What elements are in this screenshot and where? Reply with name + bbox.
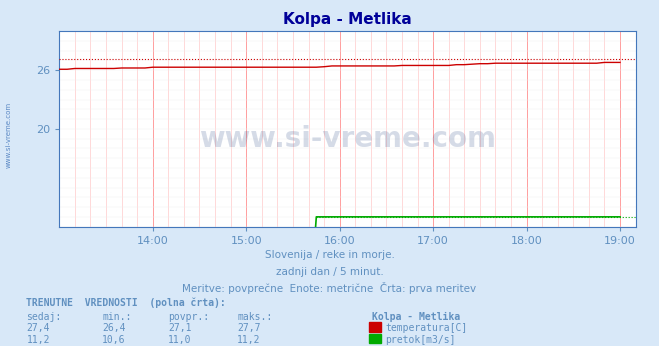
Text: www.si-vreme.com: www.si-vreme.com [5, 102, 12, 168]
Text: 10,6: 10,6 [102, 335, 126, 345]
Text: min.:: min.: [102, 312, 132, 322]
Text: 11,0: 11,0 [168, 335, 192, 345]
Text: Meritve: povprečne  Enote: metrične  Črta: prva meritev: Meritve: povprečne Enote: metrične Črta:… [183, 282, 476, 294]
Text: pretok[m3/s]: pretok[m3/s] [386, 335, 456, 345]
Text: maks.:: maks.: [237, 312, 272, 322]
Text: Slovenija / reke in morje.: Slovenija / reke in morje. [264, 250, 395, 260]
Text: 26,4: 26,4 [102, 324, 126, 334]
Text: TRENUTNE  VREDNOSTI  (polna črta):: TRENUTNE VREDNOSTI (polna črta): [26, 298, 226, 308]
Text: temperatura[C]: temperatura[C] [386, 324, 468, 334]
Text: 11,2: 11,2 [26, 335, 50, 345]
Title: Kolpa - Metlika: Kolpa - Metlika [283, 12, 412, 27]
Text: 27,4: 27,4 [26, 324, 50, 334]
Text: zadnji dan / 5 minut.: zadnji dan / 5 minut. [275, 267, 384, 277]
Text: Kolpa - Metlika: Kolpa - Metlika [372, 312, 461, 322]
Text: sedaj:: sedaj: [26, 312, 61, 322]
Text: 11,2: 11,2 [237, 335, 261, 345]
Text: www.si-vreme.com: www.si-vreme.com [199, 125, 496, 153]
Text: 27,1: 27,1 [168, 324, 192, 334]
Text: povpr.:: povpr.: [168, 312, 209, 322]
Text: 27,7: 27,7 [237, 324, 261, 334]
